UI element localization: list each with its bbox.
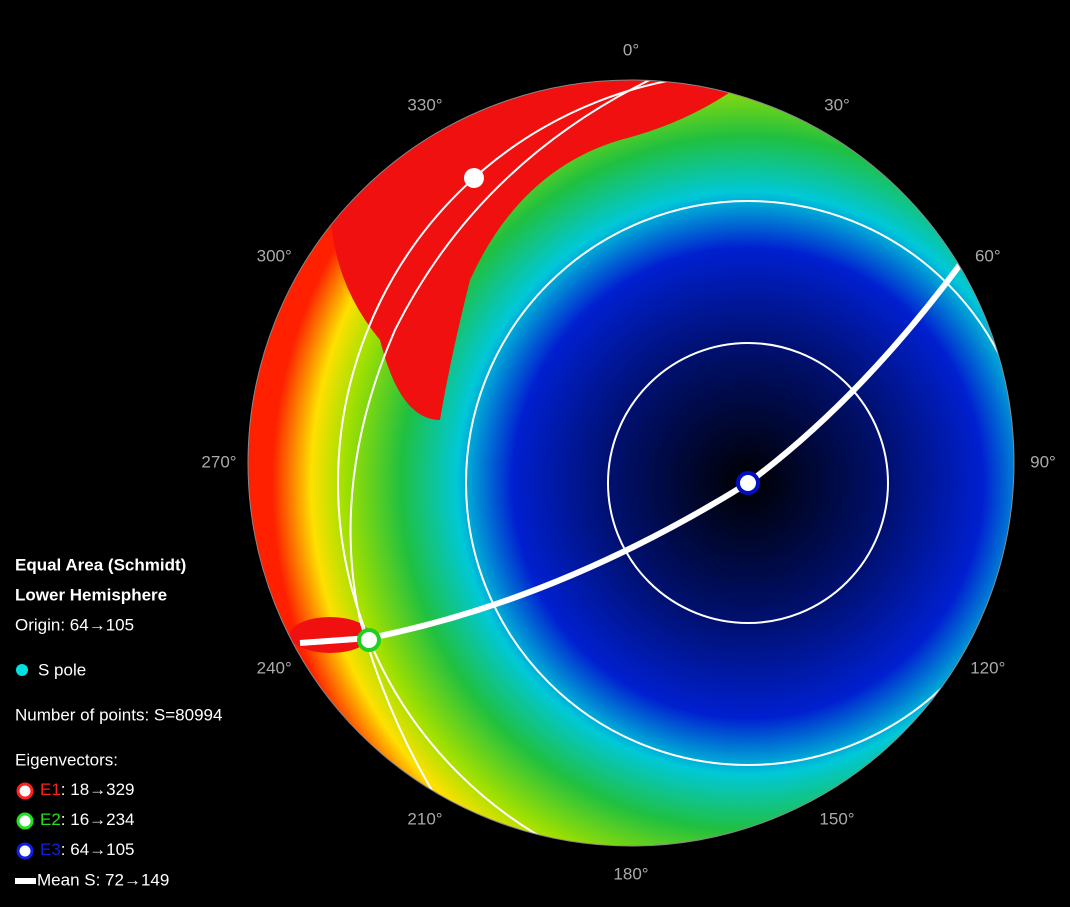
azimuth-label: 300° <box>257 246 292 265</box>
points-count: Number of points: S=80994 <box>15 705 222 724</box>
eigen-entry: E3: 64→105 <box>40 840 135 859</box>
e2-point <box>357 628 381 652</box>
hemisphere: Lower Hemisphere <box>15 585 167 604</box>
pole-marker <box>16 664 28 676</box>
projection: Equal Area (Schmidt) <box>15 555 186 574</box>
eigen-marker <box>16 842 34 860</box>
e3-point <box>736 471 760 495</box>
azimuth-label: 330° <box>407 96 442 115</box>
density-map <box>248 80 1014 846</box>
azimuth-label: 270° <box>201 452 236 471</box>
azimuth-label: 30° <box>824 96 850 115</box>
origin: Origin: 64→105 <box>15 615 134 634</box>
eigen-value: : 64→105 <box>61 840 135 859</box>
azimuth-label: 90° <box>1030 452 1056 471</box>
azimuth-label: 0° <box>623 40 639 59</box>
eigen-title: Eigenvectors: <box>15 750 118 769</box>
azimuth-label: 120° <box>970 658 1005 677</box>
azimuth-label: 150° <box>819 809 854 828</box>
mean-label: Mean S: 72→149 <box>37 870 169 889</box>
azimuth-labels: 0° 30° 60° 90° 120° 150° 180° 210° 240° 270° 300° 3… <box>201 40 1055 883</box>
pole-label: S pole <box>38 660 86 679</box>
grid <box>337 80 1014 846</box>
eigen-label: E3 <box>40 840 61 859</box>
eigen-marker <box>16 812 34 830</box>
azimuth-label: 60° <box>975 246 1001 265</box>
eigen-entry: E2: 16→234 <box>40 810 135 829</box>
azimuth-label: 210° <box>407 809 442 828</box>
azimuth-label: 180° <box>613 864 648 883</box>
eigen-value: : 16→234 <box>61 810 135 829</box>
net-border <box>247 79 1015 847</box>
mean-great-circle <box>299 260 965 646</box>
eigen-label: E2 <box>40 810 61 829</box>
e1-point <box>464 168 484 188</box>
azimuth-label: 240° <box>257 658 292 677</box>
eigen-value: : 18→329 <box>61 780 135 799</box>
eigen-label: E1 <box>40 780 61 799</box>
eigen-entry: E1: 18→329 <box>40 780 135 799</box>
eigen-marker <box>16 782 34 800</box>
